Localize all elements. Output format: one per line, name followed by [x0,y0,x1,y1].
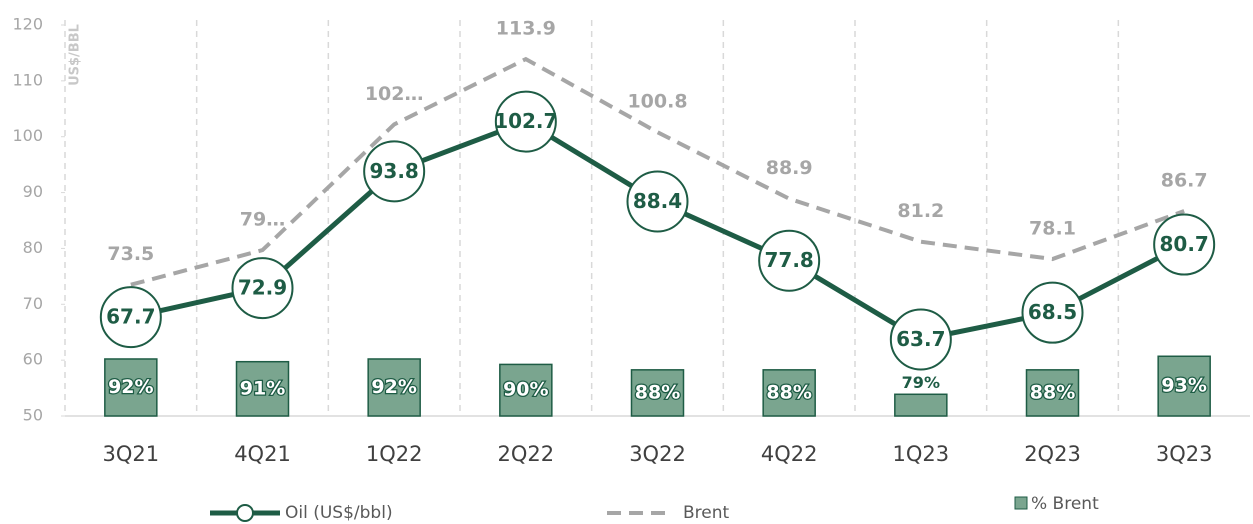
bar [367,358,421,417]
bar-label: 92% [371,376,416,398]
oil-label: 93.8 [369,159,418,183]
x-tick-label: 1Q22 [366,442,423,466]
y-tick-label: 110 [12,70,43,89]
brent-label: 86.7 [1161,170,1208,192]
x-tick-label: 2Q23 [1024,442,1081,466]
oil-marker [494,90,557,153]
y-tick-label: 90 [23,182,43,201]
bar-label: 90% [503,379,548,401]
bar-label: 93% [1161,375,1206,397]
bar [235,360,290,417]
y-tick-label: 100 [12,126,43,145]
bar [630,369,685,417]
legend-label: Oil (US$/bbl) [285,503,393,523]
oil-marker [99,286,162,349]
bar [762,369,816,417]
brent-label: 102… [365,83,424,105]
bar [1025,369,1080,417]
oil-label: 68.5 [1028,300,1077,324]
brent-label: 88.9 [766,157,813,179]
bar-label: 88% [635,381,680,403]
oil-marker [889,308,952,371]
x-tick-label: 2Q22 [498,442,555,466]
bar-label: 88% [766,381,811,403]
oil-label: 102.7 [494,109,557,133]
legend-label: % Brent [1031,494,1099,514]
oil-marker [1153,213,1216,276]
brent-label: 81.2 [897,200,944,222]
brent-label: 79… [240,209,285,231]
x-tick-label: 1Q23 [893,442,950,466]
bar [894,393,948,417]
y-tick-label: 60 [23,350,43,369]
x-tick-label: 4Q21 [234,442,291,466]
bar-label: 92% [108,376,153,398]
legend-swatch [236,504,254,522]
oil-marker [626,170,689,233]
bar-label: 79% [902,373,940,392]
bar [1157,355,1211,417]
y-tick-label: 80 [23,238,43,257]
bar [104,358,158,417]
oil-label: 77.8 [764,248,813,272]
y-axis-label: US$/BBL [68,24,83,86]
oil-label: 80.7 [1159,232,1208,256]
oil-label: 72.9 [238,276,287,300]
oil-label: 67.7 [106,305,155,329]
y-tick-label: 120 [12,15,43,34]
oil-marker [363,140,426,203]
bar [499,363,553,417]
oil-label: 63.7 [896,327,945,351]
y-tick-label: 70 [23,294,43,313]
y-tick-label: 50 [23,406,43,425]
bar-label: 88% [1030,381,1075,403]
oil-label: 88.4 [633,189,682,213]
brent-label: 78.1 [1029,218,1076,240]
legend-label: Brent [683,503,730,523]
brent-label: 100.8 [627,91,687,113]
brent-label: 113.9 [496,18,556,40]
x-tick-label: 4Q22 [761,442,818,466]
x-tick-label: 3Q22 [629,442,686,466]
brent-line [130,56,1185,287]
oil-marker [758,229,821,292]
oil-marker [231,257,294,320]
oil-marker [1021,281,1084,344]
brent-label: 73.5 [107,243,154,265]
bar-label: 91% [240,377,285,399]
legend-swatch [1014,496,1028,510]
x-tick-label: 3Q23 [1156,442,1213,466]
x-tick-label: 3Q21 [103,442,160,466]
